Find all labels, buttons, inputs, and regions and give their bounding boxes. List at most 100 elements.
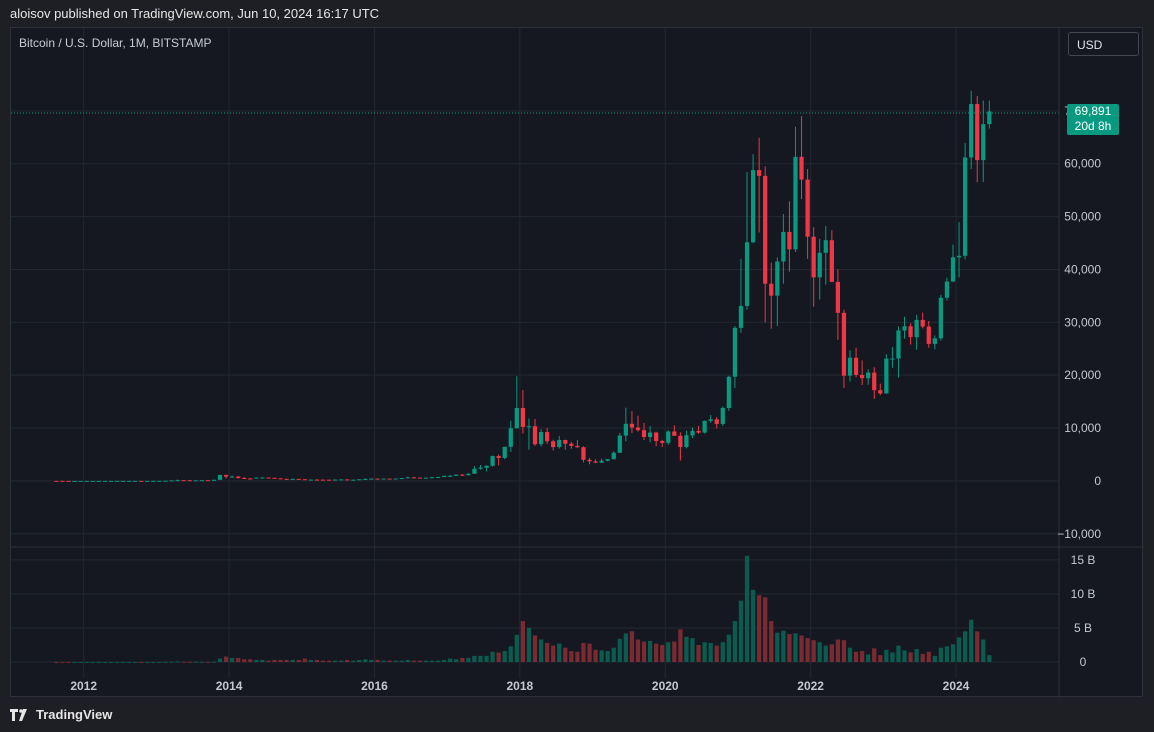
volume-bar — [84, 661, 89, 663]
volume-bar — [962, 631, 968, 662]
candle-body — [60, 480, 65, 482]
price-axis[interactable]: −10,000 0 10,000 20,000 30,000 40,000 50,000 60… — [1057, 104, 1101, 541]
volume-bar — [914, 649, 919, 662]
candle-body — [520, 407, 526, 427]
volume-bar — [211, 661, 217, 663]
candle-body — [551, 441, 556, 448]
volume-bar — [817, 642, 822, 662]
candle-body — [266, 477, 271, 479]
candle-body — [629, 423, 635, 428]
volume-bar — [163, 661, 168, 663]
candle-body — [260, 477, 265, 479]
volume-bar — [484, 655, 489, 662]
candle-body — [502, 446, 507, 458]
volume-bar — [896, 645, 901, 662]
volume-bar — [54, 661, 59, 663]
time-axis[interactable]: 2012 2014 2016 2018 2020 2022 2024 — [70, 679, 969, 693]
volume-bar — [611, 647, 616, 662]
volume-bar — [248, 659, 253, 662]
volume-bar — [684, 636, 689, 662]
volume-bar — [381, 660, 386, 662]
grid-lines — [11, 28, 1059, 678]
volume-bar — [714, 645, 719, 662]
time-tick-label: 2020 — [652, 679, 679, 693]
volume-bar — [847, 647, 853, 662]
candle-body — [308, 479, 313, 481]
candle-body — [96, 480, 101, 482]
candle-body — [805, 179, 810, 237]
candle-body — [817, 252, 822, 278]
brand-footer[interactable]: TradingView — [10, 707, 112, 722]
time-tick-label: 2016 — [361, 679, 388, 693]
candle-body — [902, 326, 907, 331]
candle-body — [981, 124, 986, 161]
candle-body — [605, 459, 610, 461]
candle-body — [738, 305, 744, 328]
volume-bar — [811, 640, 816, 662]
volume-bar — [647, 640, 653, 662]
volume-bar — [956, 637, 962, 662]
volume-bar — [781, 630, 786, 662]
candle-body — [793, 156, 798, 250]
candle-body — [775, 261, 780, 296]
candle-body — [229, 476, 235, 478]
currency-selector[interactable]: USD — [1068, 32, 1139, 56]
candle-body — [108, 480, 114, 482]
candle-body — [472, 468, 477, 474]
symbol-title[interactable]: Bitcoin / U.S. Dollar, 1M, BITSTAMP — [19, 36, 212, 50]
volume-bar — [732, 621, 738, 662]
candle-body — [526, 426, 532, 428]
price-tick-label: 0 — [1094, 474, 1101, 488]
volume-bar — [254, 659, 259, 662]
candle-body — [890, 358, 895, 360]
volume-bar — [490, 651, 495, 662]
volume-bar — [799, 635, 804, 662]
candle-body — [326, 479, 332, 481]
volume-bar — [314, 659, 320, 662]
volume-bar — [448, 658, 453, 662]
volume-bar — [890, 652, 895, 662]
volume-bar — [478, 655, 483, 662]
candle-body — [696, 430, 701, 433]
volume-bar — [102, 661, 108, 663]
volume-bar — [339, 660, 344, 662]
volume-bar — [678, 629, 683, 662]
candle-body — [987, 111, 992, 125]
volume-bar — [96, 661, 101, 663]
volume-bar — [229, 657, 235, 662]
candle-body — [532, 426, 538, 445]
volume-bar — [181, 661, 186, 663]
volume-bar — [526, 627, 532, 662]
volume-bar — [114, 661, 120, 663]
candle-body — [647, 432, 653, 438]
candle-body — [926, 326, 931, 344]
volume-bar — [926, 651, 931, 662]
volume-bar — [187, 661, 192, 663]
volume-axis[interactable]: 0 5 B 10 B 15 B — [1071, 553, 1096, 669]
volume-bar — [217, 658, 223, 662]
volume-bar — [405, 659, 410, 662]
volume-bar — [872, 648, 877, 662]
chart-panel[interactable]: −10,000 0 10,000 20,000 30,000 40,000 50,000 60… — [10, 27, 1144, 698]
candle-body — [544, 432, 550, 442]
candle-body — [841, 312, 847, 376]
volume-bar — [169, 661, 174, 663]
candle-body — [920, 319, 925, 327]
candlestick-chart[interactable]: −10,000 0 10,000 20,000 30,000 40,000 50,000 60… — [11, 28, 1144, 698]
volume-bar — [738, 600, 744, 662]
candle-body — [884, 358, 889, 394]
volume-bar — [442, 659, 447, 662]
candle-body — [860, 374, 865, 379]
candle-body — [54, 480, 59, 482]
candle-body — [514, 407, 519, 429]
volume-bar — [769, 621, 774, 662]
volume-bar — [557, 643, 562, 662]
candle-body — [478, 467, 483, 469]
volume-bar — [787, 634, 792, 662]
candle-body — [460, 474, 465, 476]
volume-bar — [702, 642, 707, 662]
candle-body — [956, 255, 962, 258]
candle-body — [872, 372, 877, 391]
volume-bars — [54, 555, 992, 663]
candle-body — [569, 443, 574, 446]
